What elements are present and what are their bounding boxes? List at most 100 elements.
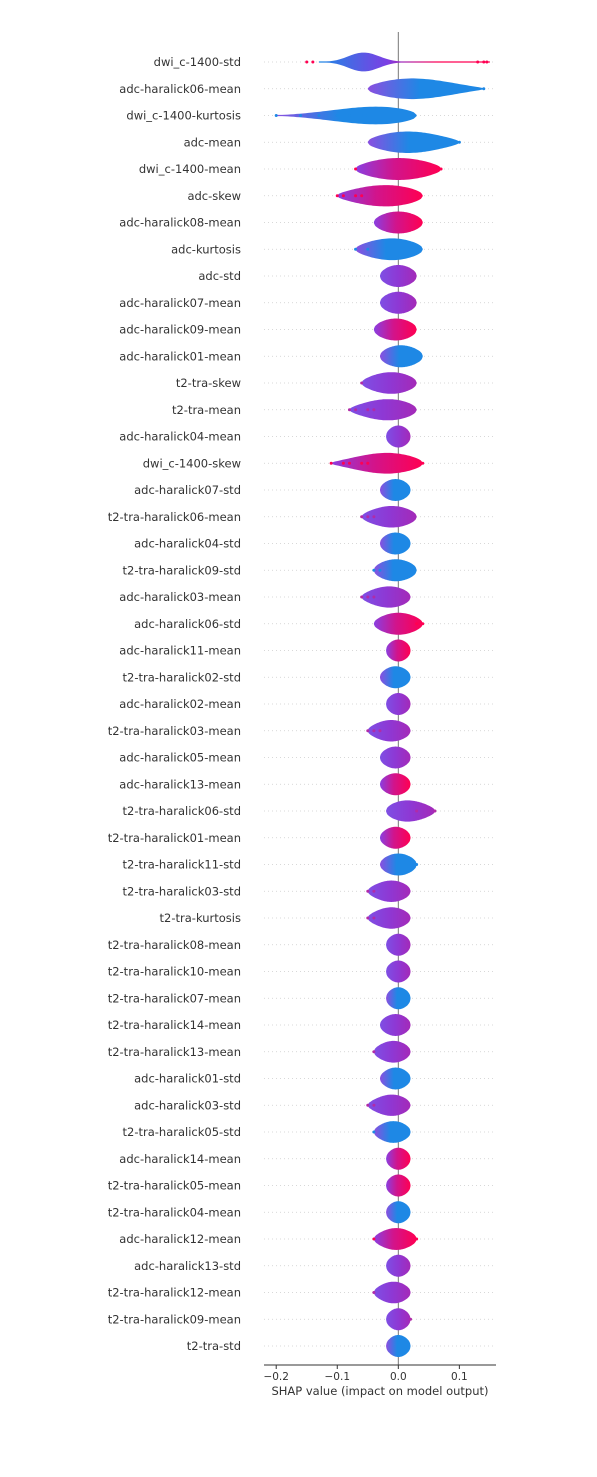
violin-shape [386,1201,411,1224]
outlier-point [360,194,364,198]
feature-label: t2-tra-haralick01-mean [108,831,241,845]
violin-shape [318,52,490,72]
feature-label: t2-tra-haralick04-mean [108,1205,241,1219]
violin-shape [380,853,417,876]
violin-shape [373,211,423,234]
outlier-point [366,461,370,465]
outlier-point [415,622,419,626]
feature-label: adc-haralick09-mean [119,323,241,337]
violin-shape [380,265,417,287]
outlier-point [347,408,351,412]
outlier-point [372,1237,376,1241]
violin-shape [380,666,411,689]
outlier-point [360,114,364,117]
feature-label: adc-haralick01-mean [119,349,241,363]
violin-shape [386,1335,411,1357]
outlier-point [366,247,370,251]
outlier-point [366,515,370,519]
outlier-point [378,729,382,733]
outlier-point [311,60,315,64]
outlier-point [445,140,449,144]
outlier-point [329,461,333,465]
violin-shape [386,1174,411,1197]
violin-shape [367,78,484,100]
outlier-point [372,408,376,412]
outlier-point [372,568,376,572]
violin-shape [373,1228,417,1250]
outlier-point [372,595,376,599]
violin-shape [367,880,411,902]
outlier-point [415,809,419,813]
outlier-point [366,889,370,893]
feature-label: adc-haralick07-mean [119,296,241,310]
outlier-point [347,461,351,465]
outlier-point [341,461,345,465]
feature-label: adc-haralick04-mean [119,430,241,444]
outlier-point [354,408,358,412]
outlier-point [366,408,370,412]
violin-layer [274,52,490,1357]
outlier-point [360,461,364,465]
feature-label: adc-haralick13-mean [119,777,241,791]
feature-label: t2-tra-haralick11-std [123,858,241,872]
violin-shape [380,773,411,796]
outlier-point [366,1103,370,1107]
outlier-point [360,515,364,519]
outlier-point [341,194,345,198]
outlier-point [457,140,461,144]
feature-label: t2-tra-std [187,1339,241,1353]
violin-shape [355,158,442,180]
feature-label: adc-haralick11-mean [119,644,241,658]
outlier-point [378,568,382,572]
violin-shape [386,1147,411,1170]
feature-label: adc-haralick12-mean [119,1232,241,1246]
outlier-point [360,595,364,599]
feature-label: t2-tra-haralick05-std [123,1125,241,1139]
outlier-point [299,114,303,117]
feature-label: dwi_c-1400-skew [143,456,241,470]
violin-shape [380,746,411,769]
outlier-point [476,87,480,91]
violin-shape [386,425,411,448]
violin-shape [380,826,411,849]
violin-shape [386,1308,411,1331]
feature-label: adc-haralick04-std [134,537,241,551]
feature-label: adc-mean [184,135,241,149]
feature-label: t2-tra-haralick07-mean [108,991,241,1005]
outlier-point [372,1291,376,1294]
feature-label: t2-tra-haralick03-mean [108,724,241,738]
violin-shape [361,506,417,528]
outlier-point [415,1237,419,1241]
violin-shape [373,559,417,582]
outlier-point [372,1130,376,1134]
outlier-point [457,87,461,91]
feature-label: adc-skew [187,189,241,203]
outlier-point [439,167,443,171]
outlier-point [409,1317,413,1321]
feature-label: adc-haralick14-mean [119,1152,241,1166]
outlier-point [366,729,370,733]
feature-label: adc-haralick01-std [134,1072,241,1086]
violin-shape [367,720,411,742]
violin-shape [380,1014,411,1036]
outlier-point [335,194,339,198]
outlier-point [372,1050,376,1054]
violin-shape [373,612,423,635]
violin-shape [386,960,411,983]
feature-label: dwi_c-1400-std [154,55,241,69]
violin-shape [373,1040,411,1063]
feature-label: t2-tra-haralick05-mean [108,1179,241,1193]
violin-shape [367,1094,411,1116]
violin-shape [349,399,417,421]
outlier-point [347,114,351,117]
feature-label: adc-std [198,269,241,283]
violin-shape [337,185,423,207]
x-tick-label: 0.0 [390,1371,407,1383]
outlier-point [433,140,437,144]
outlier-point [354,247,358,251]
outlier-point [372,515,376,519]
outlier-point [372,916,376,920]
feature-label: adc-haralick05-mean [119,751,241,765]
x-tick-label: 0.1 [451,1371,468,1383]
